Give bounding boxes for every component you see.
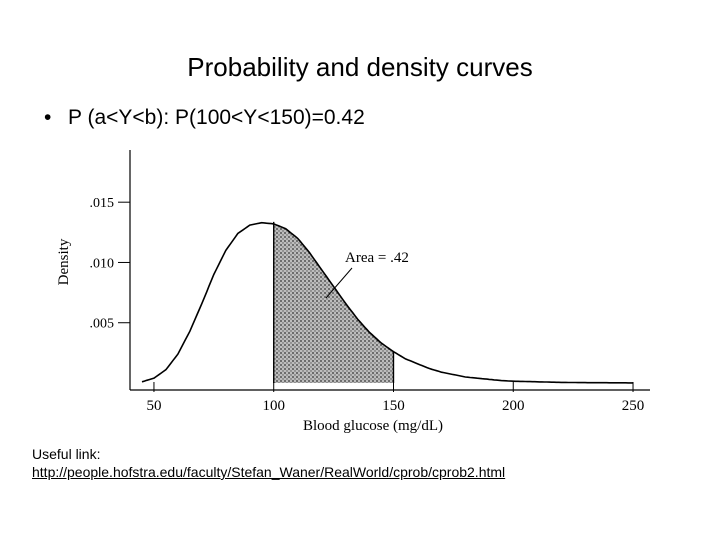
annotation-leader [325, 267, 353, 299]
bullet-text: P (a<Y<b): P(100<Y<150)=0.42 [68, 106, 365, 129]
y-tick-label: .015 [90, 196, 115, 211]
x-tick-label: 250 [622, 398, 645, 414]
curve-layer [141, 221, 633, 384]
useful-link[interactable]: http://people.hofstra.edu/faculty/Stefan… [32, 464, 506, 480]
slide-title: Probability and density curves [187, 52, 533, 82]
x-tick-label: 150 [382, 398, 405, 414]
y-axis-title: Density [56, 238, 72, 285]
x-tick-label: 50 [146, 398, 161, 414]
area-annotation: Area = .42 [345, 250, 409, 266]
shaded-region [273, 223, 394, 383]
x-tick-label: 100 [262, 398, 285, 414]
bullet-dot: • [44, 106, 52, 129]
axes-layer [118, 150, 650, 392]
useful-link-label: Useful link: [32, 446, 101, 462]
bullet-item: • P (a<Y<b): P(100<Y<150)=0.42 [44, 106, 365, 130]
label-layer: .005 .010 .015 50 100 150 200 250 Area = .42 Dens… [56, 196, 644, 434]
shaded-area-layer [273, 221, 395, 383]
y-tick-label: .005 [90, 317, 115, 332]
y-tick-label: .010 [90, 256, 115, 271]
x-tick-label: 200 [502, 398, 525, 414]
x-axis-title: Blood glucose (mg/dL) [303, 418, 443, 434]
density-curve [141, 221, 633, 384]
